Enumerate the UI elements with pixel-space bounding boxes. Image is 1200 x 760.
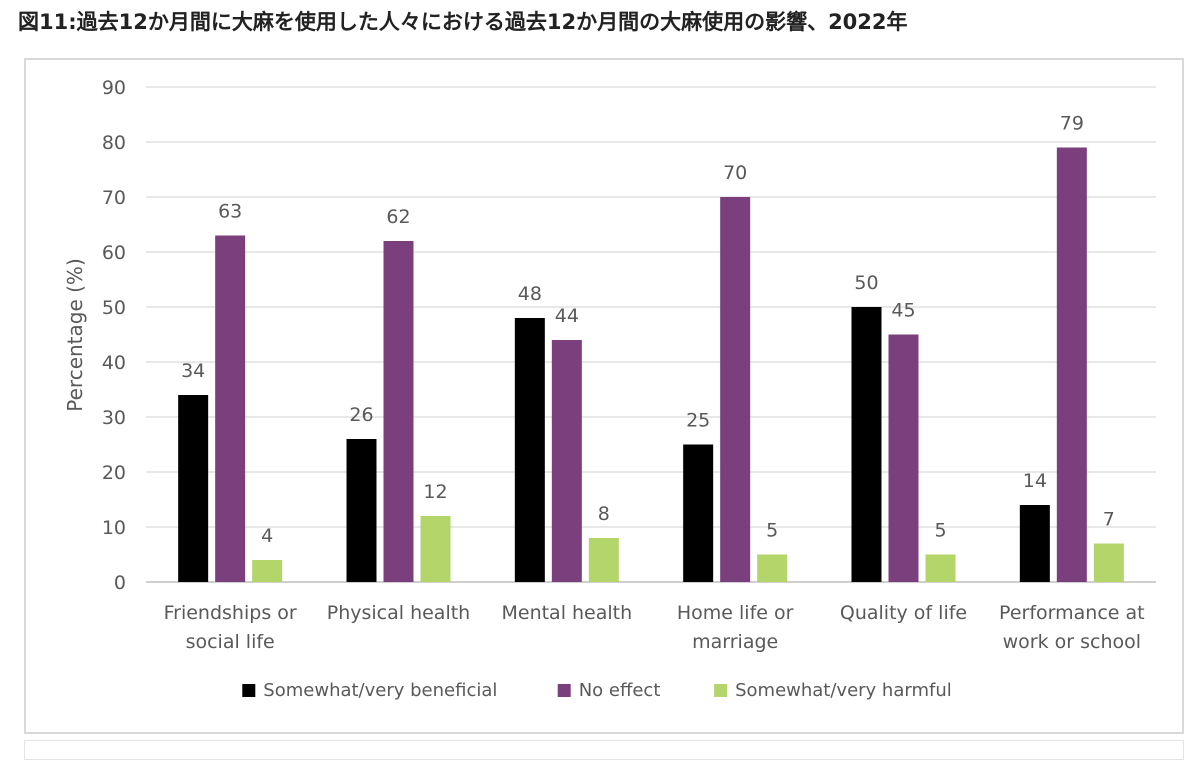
bar	[383, 241, 414, 582]
data-label: 5	[934, 520, 946, 542]
bar	[851, 307, 882, 582]
data-label: 26	[349, 404, 373, 426]
data-label: 45	[891, 300, 915, 322]
data-label: 63	[218, 201, 242, 223]
x-tick-label: Physical health	[327, 602, 470, 624]
data-label: 50	[854, 272, 878, 294]
bar	[683, 444, 714, 582]
x-tick-label: work or school	[1003, 631, 1141, 653]
data-label: 34	[181, 360, 205, 382]
bar	[178, 395, 209, 582]
legend-label: Somewhat/very harmful	[735, 680, 952, 701]
x-tick-label: marriage	[692, 631, 778, 653]
bar	[215, 235, 246, 582]
bar	[888, 334, 919, 582]
bar	[588, 538, 619, 582]
bar	[757, 554, 788, 582]
bar	[1093, 543, 1124, 582]
legend-swatch	[714, 684, 728, 697]
data-label: 48	[518, 283, 542, 305]
bar	[1019, 505, 1050, 582]
bar	[346, 439, 377, 582]
x-tick-label: Friendships or	[164, 602, 297, 624]
data-label: 7	[1103, 509, 1115, 531]
x-tick-label: Performance at	[999, 602, 1145, 624]
page-title: 図11:過去12か月間に大麻を使用した人々における過去12か月間の大麻使用の影響…	[18, 10, 908, 34]
legend-swatch	[557, 684, 571, 697]
x-tick-label: Home life or	[677, 602, 794, 624]
y-tick-label: 70	[102, 187, 126, 209]
data-label: 8	[598, 503, 610, 525]
y-tick-label: 60	[102, 242, 126, 264]
legend-label: Somewhat/very beneficial	[263, 680, 497, 701]
data-label: 44	[555, 305, 579, 327]
x-tick-label: Mental health	[501, 602, 632, 624]
y-tick-label: 0	[114, 572, 126, 594]
y-axis-title: Percentage (%)	[63, 258, 87, 411]
data-label: 79	[1060, 113, 1084, 135]
data-label: 25	[686, 410, 710, 432]
bar	[551, 340, 582, 582]
data-label: 12	[423, 481, 447, 503]
data-label: 14	[1023, 470, 1047, 492]
y-tick-label: 20	[102, 462, 126, 484]
y-tick-label: 40	[102, 352, 126, 374]
y-tick-label: 50	[102, 297, 126, 319]
bar	[720, 197, 751, 582]
bar	[925, 554, 956, 582]
bar	[1056, 147, 1087, 582]
y-tick-label: 10	[102, 517, 126, 539]
data-label: 5	[766, 520, 778, 542]
y-tick-label: 90	[102, 77, 126, 99]
x-tick-label: Quality of life	[840, 602, 967, 624]
y-tick-label: 80	[102, 132, 126, 154]
data-label: 62	[386, 206, 410, 228]
bar	[514, 318, 545, 582]
data-label: 4	[261, 525, 273, 547]
y-tick-label: 30	[102, 407, 126, 429]
legend-swatch	[242, 684, 256, 697]
legend-label: No effect	[579, 680, 661, 701]
data-label: 70	[723, 162, 747, 184]
bar	[420, 516, 451, 582]
bar	[252, 560, 283, 582]
x-tick-label: social life	[186, 631, 275, 653]
